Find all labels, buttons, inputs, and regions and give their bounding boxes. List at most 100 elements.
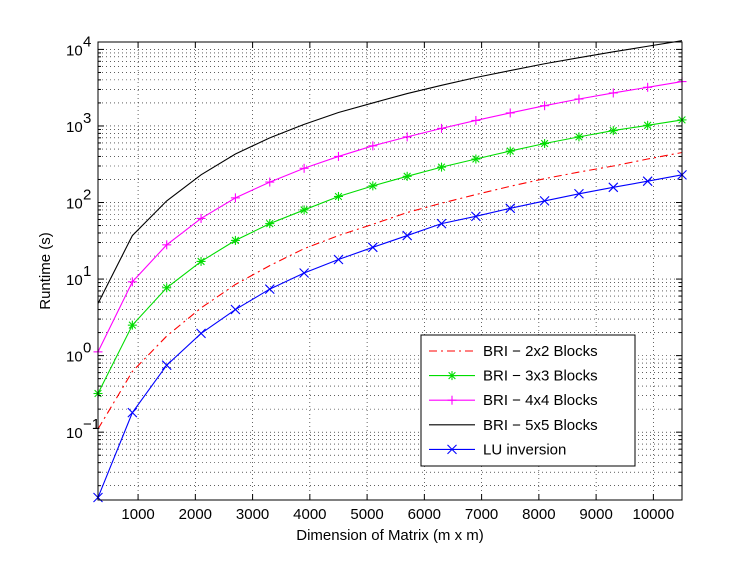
plus-marker bbox=[162, 240, 172, 250]
x-marker bbox=[333, 254, 344, 265]
star-marker bbox=[299, 205, 309, 215]
star-marker bbox=[437, 162, 447, 172]
y-tick-label-base: 10 bbox=[66, 349, 83, 366]
x-marker bbox=[299, 268, 310, 278]
x-marker bbox=[196, 328, 206, 339]
series-line bbox=[97, 151, 683, 430]
plus-marker bbox=[265, 177, 275, 187]
x-marker bbox=[505, 203, 516, 214]
x-marker bbox=[574, 188, 584, 199]
x-marker bbox=[127, 407, 138, 418]
x-axis-title: Dimension of Matrix (m x m) bbox=[296, 527, 484, 544]
plus-marker bbox=[540, 101, 550, 111]
series-line bbox=[97, 40, 683, 304]
legend-entry: BRI − 3x3 Blocks bbox=[429, 368, 598, 385]
star-marker bbox=[230, 235, 240, 245]
x-tick-label: 3000 bbox=[236, 506, 269, 523]
star-marker bbox=[402, 171, 412, 181]
star-marker bbox=[265, 219, 275, 229]
x-tick-label: 9000 bbox=[579, 506, 612, 523]
x-marker bbox=[447, 444, 457, 455]
star-marker bbox=[471, 154, 481, 164]
series-line bbox=[97, 174, 683, 498]
plus-marker bbox=[230, 193, 240, 203]
star-marker bbox=[505, 146, 515, 156]
plus-marker bbox=[471, 115, 481, 125]
star-marker bbox=[574, 132, 584, 142]
x-marker bbox=[367, 242, 378, 253]
star-marker bbox=[540, 139, 550, 149]
plus-marker bbox=[505, 108, 515, 118]
plus-marker bbox=[196, 213, 206, 223]
series-bri-5x5-blocks bbox=[97, 40, 683, 304]
legend-entry: BRI − 5x5 Blocks bbox=[429, 417, 598, 434]
x-tick-label: 7000 bbox=[465, 506, 498, 523]
y-tick-label-exponent: 0 bbox=[83, 340, 91, 357]
x-tick-label: 8000 bbox=[522, 506, 555, 523]
y-tick-label-exponent: −1 bbox=[83, 416, 100, 433]
y-tick-label-exponent: 1 bbox=[83, 263, 91, 280]
x-marker bbox=[402, 230, 413, 241]
legend-label: LU inversion bbox=[483, 441, 566, 458]
legend-entry: LU inversion bbox=[429, 441, 566, 458]
legend-label: BRI − 3x3 Blocks bbox=[483, 368, 598, 385]
x-marker bbox=[470, 211, 481, 222]
x-marker bbox=[264, 284, 275, 294]
x-marker bbox=[608, 182, 619, 193]
x-marker bbox=[642, 176, 653, 187]
y-axis-title: Runtime (s) bbox=[37, 232, 54, 310]
legend-entry: BRI − 4x4 Blocks bbox=[429, 392, 598, 409]
star-marker bbox=[162, 283, 172, 293]
legend-label: BRI − 5x5 Blocks bbox=[483, 417, 598, 434]
star-marker bbox=[196, 256, 206, 266]
star-marker bbox=[127, 320, 137, 330]
plus-marker bbox=[127, 277, 137, 287]
plus-marker bbox=[368, 141, 378, 151]
star-marker bbox=[447, 371, 457, 381]
series-line bbox=[97, 81, 683, 353]
x-marker bbox=[161, 360, 172, 371]
y-tick-label: 103 bbox=[66, 110, 91, 136]
legend-label: BRI − 4x4 Blocks bbox=[483, 392, 598, 409]
star-marker bbox=[643, 120, 653, 130]
plus-marker bbox=[643, 82, 653, 92]
plus-marker bbox=[574, 94, 584, 104]
star-marker bbox=[333, 191, 343, 201]
x-tick-label: 1000 bbox=[121, 506, 154, 523]
y-tick-label: 104 bbox=[66, 33, 91, 59]
plus-marker bbox=[447, 395, 457, 405]
legend-entry: BRI − 2x2 Blocks bbox=[429, 343, 598, 360]
y-tick-label-base: 10 bbox=[66, 119, 83, 136]
y-tick-label-base: 10 bbox=[66, 425, 83, 442]
series-bri-2x2-blocks bbox=[97, 151, 683, 430]
star-marker bbox=[608, 126, 618, 136]
y-tick-label-exponent: 2 bbox=[83, 187, 91, 204]
x-marker bbox=[539, 196, 550, 206]
star-marker bbox=[368, 181, 378, 191]
y-tick-label: 101 bbox=[66, 263, 91, 289]
x-tick-label: 6000 bbox=[408, 506, 441, 523]
y-tick-label-base: 10 bbox=[66, 196, 83, 213]
legend: BRI − 2x2 Blocks BRI − 3x3 Blocks BRI − 4x… bbox=[420, 334, 636, 467]
series-bri-3x3-blocks bbox=[93, 115, 687, 399]
x-tick-label: 4000 bbox=[293, 506, 326, 523]
plus-marker bbox=[402, 132, 412, 142]
x-tick-label: 10000 bbox=[633, 506, 675, 523]
x-axis-tick-labels: 1000 2000 3000 4000 5000 6000 7000 8000 9000 1000… bbox=[121, 506, 674, 523]
y-tick-label-exponent: 4 bbox=[83, 33, 91, 50]
plus-marker bbox=[333, 151, 343, 161]
x-marker bbox=[436, 218, 447, 229]
y-tick-label-base: 10 bbox=[66, 42, 83, 59]
series-layer bbox=[93, 40, 687, 503]
y-tick-label: 100 bbox=[66, 340, 91, 366]
plot-frame bbox=[97, 41, 683, 501]
y-tick-label: 102 bbox=[66, 187, 91, 213]
series-line bbox=[97, 119, 683, 394]
legend-label: BRI − 2x2 Blocks bbox=[483, 343, 598, 360]
x-marker bbox=[230, 304, 241, 315]
plus-marker bbox=[299, 163, 309, 173]
axis-ticks bbox=[98, 42, 682, 500]
plus-marker bbox=[437, 123, 447, 133]
